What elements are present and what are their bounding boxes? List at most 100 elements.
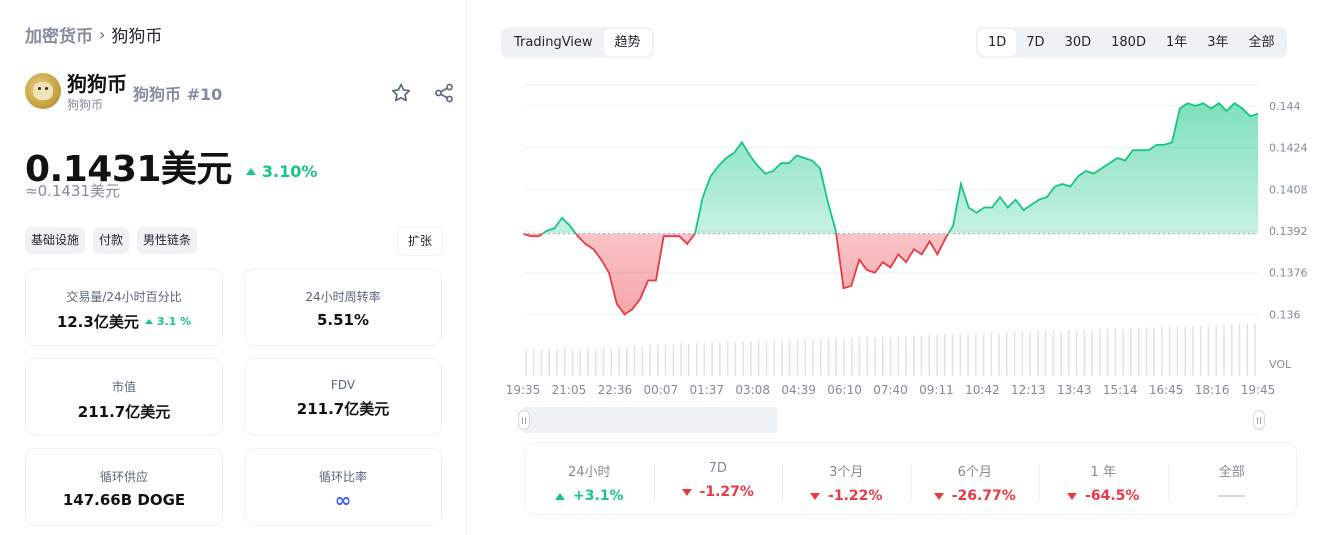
breadcrumb-cryptocurrencies-link[interactable]: 加密货币	[25, 27, 93, 47]
perf-6m: 6个月 -26.77%	[910, 443, 1040, 514]
volume-bar	[703, 343, 706, 376]
triangle-down-icon	[933, 492, 944, 500]
volume-bar	[595, 349, 597, 376]
volume-bar	[889, 336, 892, 376]
volume-bar	[750, 341, 752, 376]
volume-bar	[913, 335, 915, 376]
volume-bar	[812, 339, 814, 376]
triangle-up-icon	[245, 168, 256, 175]
range-slider-right-handle[interactable]	[1253, 410, 1265, 430]
volume-bar	[633, 345, 636, 376]
volume-bar	[990, 332, 993, 376]
y-tick-label: 0.1424	[1269, 142, 1308, 155]
volume-bar	[1052, 330, 1055, 376]
x-tick-label: 10:42	[965, 383, 1000, 397]
volume-bar	[695, 342, 698, 376]
stat-value: 5.51%	[316, 311, 370, 329]
tag-chain[interactable]: 男性链条	[137, 227, 198, 254]
range-tab-1d[interactable]: 1D	[978, 29, 1017, 56]
perf-label: 1 年	[1090, 465, 1116, 480]
range-tab-3y[interactable]: 3年	[1207, 35, 1229, 50]
volume-bar	[1207, 325, 1210, 376]
stat-card-circulating-supply: 循环供应 147.66B DOGE	[25, 448, 223, 526]
volume-bar	[936, 335, 938, 376]
tab-tradingview[interactable]: TradingView	[514, 35, 593, 50]
stat-value: 147.66B DOGE	[62, 491, 186, 509]
volume-bar	[905, 336, 907, 376]
x-tick-label: 09:11	[919, 383, 954, 397]
volume-bar	[1083, 329, 1086, 376]
stat-value: 211.7亿美元	[296, 400, 390, 418]
volume-bar	[975, 333, 977, 376]
range-tab-1y[interactable]: 1年	[1165, 35, 1188, 50]
coin-name: 狗狗币	[67, 72, 127, 96]
tag-list: 基础设施 付款 男性链条	[25, 227, 198, 254]
volume-bar	[1168, 326, 1171, 376]
volume-bar	[719, 342, 721, 376]
volume-bar	[680, 343, 682, 376]
perf-value: -1.22%	[828, 488, 883, 504]
star-icon[interactable]	[390, 82, 412, 104]
y-tick-label: 0.144	[1269, 100, 1301, 113]
coin-overview-panel: 加密货币 › 狗狗币 狗狗币 狗狗币 狗狗币 #10 0.1431美元 3.10…	[0, 0, 467, 535]
tab-trend[interactable]: 趋势	[603, 29, 652, 56]
perf-24h: 24小时 +3.1%	[525, 443, 654, 514]
x-tick-label: 12:13	[1011, 383, 1046, 397]
range-tab-180d[interactable]: 180D	[1111, 35, 1146, 50]
chevron-right-icon: ›	[99, 25, 106, 44]
volume-bar	[781, 340, 783, 376]
range-slider-selection[interactable]	[523, 407, 777, 433]
triangle-down-icon	[1067, 492, 1078, 500]
x-tick-label: 21:05	[552, 383, 587, 397]
range-tab-30d[interactable]: 30D	[1064, 35, 1092, 50]
x-tick-label: 15:14	[1103, 383, 1138, 397]
volume-bar	[564, 347, 566, 376]
range-tab-7d[interactable]: 7D	[1026, 35, 1045, 50]
range-slider-left-handle[interactable]	[518, 410, 530, 430]
volume-bar	[548, 348, 551, 376]
volume-bar	[1060, 331, 1062, 376]
range-slider[interactable]	[518, 407, 1265, 433]
x-tick-label: 00:07	[644, 383, 679, 397]
volume-bar	[579, 349, 582, 376]
price-line-down	[522, 233, 950, 316]
stat-card-turnover: 24小时周转率 5.51%	[244, 268, 442, 346]
perf-1y: 1 年 -64.5%	[1039, 443, 1168, 514]
triangle-down-icon	[681, 488, 692, 496]
stat-label: 交易量/24小时百分比	[66, 290, 182, 304]
stat-label: 循环比率	[318, 470, 367, 484]
volume-bar	[1106, 329, 1109, 376]
volume-bar	[556, 349, 558, 376]
range-tab-all[interactable]: 全部	[1248, 35, 1275, 50]
price-chart[interactable]: 0.144 0.1424 0.1408 0.1392 0.1376 0.136 VOL 19:…	[468, 0, 1333, 405]
stat-card-volume: 交易量/24小时百分比 12.3亿美元 3.1 %	[25, 268, 223, 346]
volume-bar	[1037, 331, 1039, 376]
volume-bar	[602, 347, 605, 376]
expand-tags-button[interactable]: 扩张	[397, 227, 443, 256]
volume-bar	[1091, 330, 1093, 376]
volume-bar	[1130, 327, 1132, 376]
price-line-up	[523, 102, 1259, 234]
stat-card-circulating-ratio: 循环比率 ∞	[244, 448, 442, 526]
volume-bar	[944, 334, 946, 376]
volume-bar	[1099, 329, 1101, 376]
volume-bar	[540, 349, 543, 376]
volume-bar	[657, 344, 659, 376]
time-range-tabs: 1D 7D 30D 180D 1年 3年 全部	[976, 27, 1287, 58]
volume-bar	[664, 343, 667, 376]
volume-bar	[726, 341, 729, 376]
volume-bar	[796, 339, 799, 376]
volume-bar	[1223, 324, 1225, 376]
tag-infrastructure[interactable]: 基础设施	[25, 227, 86, 254]
infinity-value: ∞	[334, 488, 352, 512]
volume-bar	[1254, 323, 1256, 376]
share-icon[interactable]	[433, 82, 455, 104]
volume-bar	[928, 334, 931, 376]
volume-bar	[641, 346, 644, 376]
perf-7d: 7D -1.27%	[653, 443, 783, 514]
tag-payments[interactable]: 付款	[93, 227, 130, 254]
volume-bar	[1161, 326, 1163, 376]
chart-panel: TradingView 趋势 1D 7D 30D 180D 1年 3年 全部 0…	[468, 0, 1333, 535]
volume-bar	[533, 348, 535, 376]
x-tick-label: 16:45	[1149, 383, 1184, 397]
